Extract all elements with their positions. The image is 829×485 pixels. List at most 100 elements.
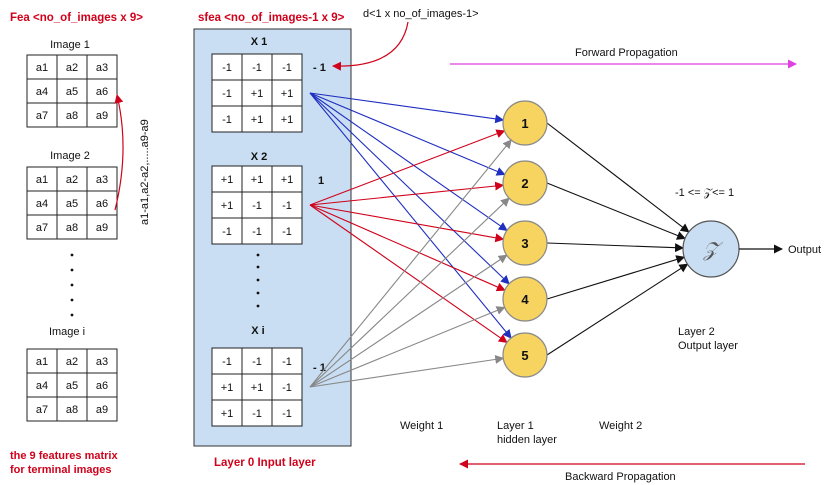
x1-cell-box	[211, 53, 243, 81]
hidden-node-label: 2	[521, 176, 528, 191]
image-1-cell-box	[86, 78, 118, 104]
xi-cell-value: -1	[252, 408, 262, 420]
xi-cell-value: -1	[252, 356, 262, 368]
xi-d-value: - 1	[313, 362, 326, 374]
left-caption-line2: for terminal images	[10, 464, 111, 476]
xi-cell-value: +1	[251, 382, 264, 394]
output-node-symbol: 𝒵	[702, 239, 723, 261]
hidden-to-output-edge	[546, 255, 686, 300]
image-i-cell-value: a6	[96, 380, 108, 392]
xi-to-hidden-edge	[309, 306, 506, 388]
image-1-cell-value: a7	[36, 110, 48, 122]
xi-cell-value: -1	[222, 356, 232, 368]
image-2-cell-value: a4	[36, 198, 48, 210]
x2-label: X 2	[251, 151, 268, 163]
xi-cell-box	[241, 347, 273, 375]
xi-cell-box	[241, 373, 273, 401]
feature-difference-arrow	[114, 94, 124, 211]
image-2-feature-grid: a1 a2 a3 a4 a5 a6 a7 a8 a9	[26, 166, 118, 240]
x2-cell-value: +1	[221, 174, 234, 186]
image-i-cell-box	[86, 348, 118, 374]
image-i-cell-box	[86, 396, 118, 422]
image-i-cell-value: a5	[66, 380, 78, 392]
input-layer-caption: Layer 0 Input layer	[214, 457, 316, 469]
x1-cell-value: -1	[282, 62, 292, 74]
image-2-label: Image 2	[50, 150, 90, 162]
xi-cell-box	[211, 399, 243, 427]
hidden-node-label: 3	[521, 236, 528, 251]
x2-cell-value: -1	[252, 200, 262, 212]
x1-to-hidden-edge	[309, 92, 506, 176]
output-constraint: -1 <= 𝒵<= 1	[675, 187, 734, 199]
image-i-cell-box	[56, 372, 88, 398]
image-1-cell-value: a1	[36, 62, 48, 74]
hidden-to-output-edge	[546, 242, 685, 253]
x1-cell-box	[271, 53, 303, 81]
image-i-cell-value: a1	[36, 356, 48, 368]
image-1-cell-value: a3	[96, 62, 108, 74]
backward-propagation-label: Backward Propagation	[565, 471, 676, 483]
image-2-cell-value: a9	[96, 222, 108, 234]
xi-cell-box	[271, 399, 303, 427]
x1-cell-box	[211, 79, 243, 107]
x1-cell-value: +1	[281, 88, 294, 100]
xi-to-hidden-edge	[309, 354, 505, 388]
image-1-label: Image 1	[50, 39, 90, 51]
x1-cell-box	[271, 105, 303, 133]
image-2-cell-value: a3	[96, 174, 108, 186]
image-1-cell-value: a2	[66, 62, 78, 74]
hidden-to-output-edge	[546, 182, 686, 240]
layer-1-caption-line1: Layer 1	[497, 420, 534, 432]
xi-cell-box	[271, 373, 303, 401]
x1-cell-value: -1	[222, 62, 232, 74]
x1-to-hidden-edge	[309, 92, 512, 339]
weight-1-label: Weight 1	[400, 420, 443, 432]
d-vector-arrow	[332, 21, 409, 71]
x2-cell-value: -1	[282, 226, 292, 238]
xi-to-hidden-edge	[309, 139, 512, 388]
xi-cell-value: +1	[221, 408, 234, 420]
image-1-cell-value: a5	[66, 86, 78, 98]
image-i-cell-value: a7	[36, 404, 48, 416]
x1-cell-value: +1	[281, 114, 294, 126]
image-1-cell-value: a4	[36, 86, 48, 98]
image-2-cell-box	[56, 214, 88, 240]
left-caption-line1: the 9 features matrix	[10, 450, 118, 462]
hidden-node-label: 5	[521, 348, 528, 363]
x1-to-hidden-edge	[309, 92, 508, 231]
x1-cell-value: -1	[252, 62, 262, 74]
image-2-cell-value: a8	[66, 222, 78, 234]
xi-to-hidden-edge	[309, 197, 510, 388]
image-i-cell-box	[26, 348, 58, 374]
x1-cell-value: +1	[251, 114, 264, 126]
x1-cell-box	[211, 105, 243, 133]
hidden-node-2	[502, 160, 548, 206]
x1-cell-value: -1	[222, 88, 232, 100]
hidden-layer-nodes: 1 2 3 4 5	[502, 100, 548, 378]
weight-1-connections	[309, 92, 512, 388]
fea-title: Fea <no_of_images x 9>	[10, 12, 143, 24]
xi-cell-value: -1	[282, 408, 292, 420]
hidden-node-3	[502, 220, 548, 266]
image-i-cell-value: a3	[96, 356, 108, 368]
image-1-cell-box	[26, 54, 58, 80]
layer-2-caption-line2: Output layer	[678, 340, 738, 352]
x2-cell-value: +1	[251, 174, 264, 186]
x2-d-value: 1	[318, 175, 324, 187]
weight-2-connections	[546, 122, 690, 356]
hidden-to-output-edge	[546, 263, 689, 356]
xi-cell-value: -1	[282, 382, 292, 394]
image-i-cell-value: a2	[66, 356, 78, 368]
hidden-node-4	[502, 276, 548, 322]
x1-cell-box	[241, 53, 273, 81]
x1-d-value: - 1	[313, 62, 326, 74]
image-i-label: Image i	[49, 326, 85, 338]
xi-to-hidden-edge	[309, 254, 508, 388]
d-vector-label: d<1 x no_of_images-1>	[363, 8, 479, 20]
forward-propagation-label: Forward Propagation	[575, 47, 678, 59]
xi-cell-value: +1	[221, 382, 234, 394]
x2-cell-box	[271, 191, 303, 219]
x2-to-hidden-edge	[309, 204, 506, 292]
image-2-cell-value: a5	[66, 198, 78, 210]
